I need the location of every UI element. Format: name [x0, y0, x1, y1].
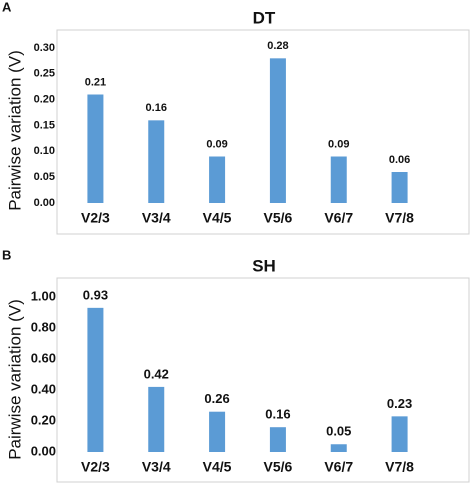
data-label: 0.16: [265, 407, 290, 422]
x-tick-label: V5/6: [264, 459, 293, 475]
bar: [209, 156, 226, 203]
data-label: 0.16: [146, 102, 167, 114]
y-tick-label: 0.80: [31, 319, 56, 334]
y-tick-label: 0.10: [34, 145, 55, 157]
panel-label: B: [2, 247, 11, 262]
bar: [87, 94, 104, 203]
y-tick-label: 0.15: [34, 119, 55, 131]
x-tick-label: V4/5: [203, 459, 232, 475]
data-label: 0.09: [206, 138, 227, 150]
bar: [148, 120, 165, 203]
data-label: 0.23: [387, 396, 412, 411]
bar: [391, 416, 408, 452]
y-tick-label: 0.20: [31, 412, 56, 427]
bar: [87, 307, 104, 452]
panel-frame: [56, 277, 470, 483]
x-tick-label: V2/3: [81, 210, 110, 226]
data-label: 0.26: [204, 391, 229, 406]
data-label: 0.21: [85, 76, 106, 88]
x-tick-label: V3/4: [142, 459, 171, 475]
bar: [330, 444, 347, 452]
chart-title: SH: [252, 256, 276, 275]
x-tick-label: V5/6: [264, 210, 293, 226]
y-axis-label: Pairwise variation (V): [5, 299, 24, 460]
x-tick-label: V6/7: [324, 210, 353, 226]
x-tick-label: V3/4: [142, 210, 171, 226]
bar: [269, 427, 286, 452]
x-tick-label: V7/8: [385, 210, 414, 226]
y-tick-label: 0.05: [34, 171, 55, 183]
panel-frame: [56, 29, 470, 235]
y-tick-label: 0.20: [34, 94, 55, 106]
y-tick-label: 1.00: [31, 288, 56, 303]
x-tick-label: V6/7: [324, 459, 353, 475]
data-label: 0.42: [144, 366, 169, 381]
y-tick-label: 0.00: [34, 197, 55, 209]
y-axis-label: Pairwise variation (V): [5, 50, 24, 211]
chart-title: DT: [253, 8, 276, 27]
x-tick-label: V7/8: [385, 459, 414, 475]
bar: [330, 156, 347, 203]
y-tick-label: 0.00: [31, 443, 56, 458]
panel-label: A: [2, 0, 12, 14]
y-tick-label: 0.30: [34, 42, 55, 54]
bar: [269, 58, 286, 204]
data-label: 0.28: [267, 40, 288, 52]
data-label: 0.05: [326, 424, 351, 439]
y-tick-label: 0.40: [31, 381, 56, 396]
x-tick-label: V2/3: [81, 459, 110, 475]
y-tick-label: 0.25: [34, 68, 55, 80]
data-label: 0.93: [83, 287, 108, 302]
bar: [391, 172, 408, 203]
bar: [209, 411, 226, 452]
y-tick-label: 0.60: [31, 350, 56, 365]
bar: [148, 386, 165, 452]
x-tick-label: V4/5: [203, 210, 232, 226]
data-label: 0.06: [389, 154, 410, 166]
data-label: 0.09: [328, 138, 349, 150]
